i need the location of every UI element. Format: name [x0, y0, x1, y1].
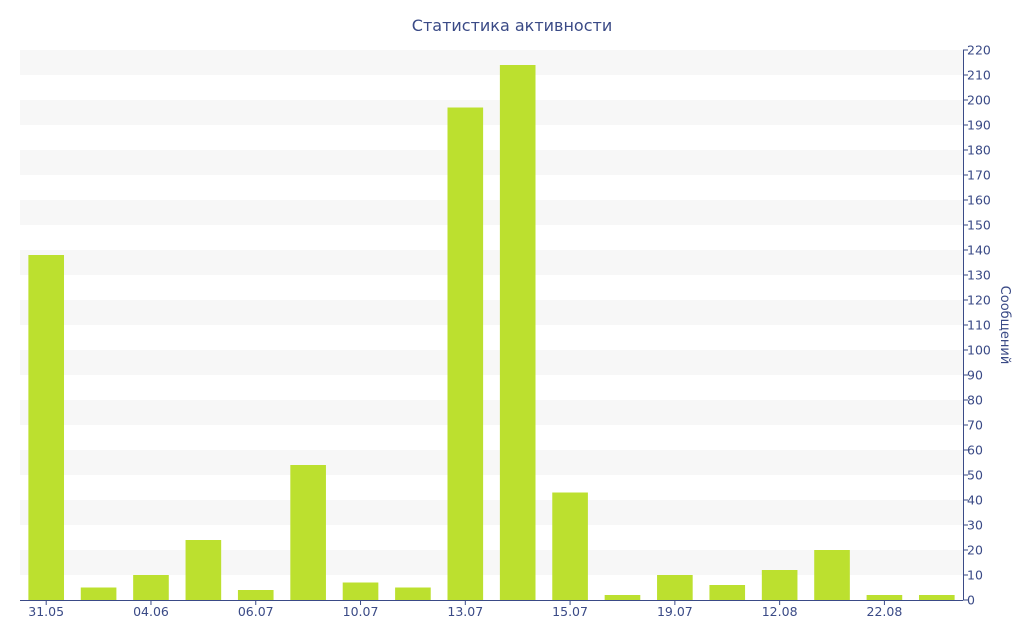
x-tick-label: 31.05 [28, 604, 64, 619]
x-tick-label: 04.06 [133, 604, 169, 619]
bar[interactable] [604, 595, 641, 600]
bar[interactable] [814, 550, 850, 600]
x-tick-label: 15.07 [552, 604, 588, 619]
x-tick-label: 12.08 [762, 604, 798, 619]
x-tick-label: 13.07 [447, 604, 483, 619]
y-tick-label: 140 [967, 243, 991, 258]
x-tick-label: 19.07 [657, 604, 693, 619]
y-tick-label: 120 [967, 293, 991, 308]
y-tick-label: 130 [967, 268, 991, 283]
y-tick-label: 40 [967, 493, 983, 508]
grid-band [20, 200, 963, 225]
y-tick-label: 190 [967, 118, 991, 133]
bar[interactable] [28, 255, 65, 600]
grid-band [20, 100, 963, 125]
bar[interactable] [761, 570, 798, 600]
y-tick-label: 30 [967, 518, 983, 533]
bar[interactable] [918, 595, 955, 600]
x-tick-label: 22.08 [867, 604, 903, 619]
grid-band [20, 350, 963, 375]
grid-band [20, 300, 963, 325]
bar[interactable] [395, 587, 431, 601]
grid-band [20, 50, 963, 75]
grid-band [20, 150, 963, 175]
y-tick-label: 70 [967, 418, 983, 433]
bar[interactable] [709, 585, 746, 600]
y-tick-label: 50 [967, 468, 983, 483]
y-tick-label: 60 [967, 443, 983, 458]
y-tick-label: 200 [967, 93, 991, 108]
bar[interactable] [185, 540, 222, 600]
grid-band [20, 550, 963, 575]
bar[interactable] [866, 595, 903, 600]
y-tick-label: 10 [967, 568, 983, 583]
grid-band [20, 250, 963, 275]
y-tick-labels: 0 10 20 30 40 50 60 70 80 90 100 110 120 130 140 150 160… [967, 43, 991, 608]
y-tick-label: 180 [967, 143, 991, 158]
y-tick-label: 160 [967, 193, 991, 208]
grid-band [20, 400, 963, 425]
y-tick-label: 80 [967, 393, 983, 408]
grid-band [20, 450, 963, 475]
grid-bands [20, 50, 963, 575]
bar[interactable] [80, 587, 117, 601]
axes [20, 49, 968, 605]
x-tick-labels: 31.05 04.06 06.07 10.07 13.07 15.07 19.07 12.08… [28, 604, 902, 619]
bar[interactable] [447, 107, 484, 601]
bars [28, 65, 955, 601]
y-tick-label: 110 [967, 318, 991, 333]
y-tick-label: 100 [967, 343, 991, 358]
x-tick-label: 10.07 [343, 604, 379, 619]
bar[interactable] [499, 65, 536, 600]
x-tick-label: 06.07 [238, 604, 274, 619]
chart-title: Статистика активности [411, 16, 613, 35]
y-tick-label: 220 [967, 43, 991, 58]
y-tick-label: 150 [967, 218, 991, 233]
bar[interactable] [133, 575, 169, 600]
bar[interactable] [237, 590, 274, 600]
y-tick-label: 0 [967, 593, 975, 608]
bar[interactable] [342, 582, 379, 601]
bar[interactable] [290, 465, 326, 600]
bar[interactable] [657, 575, 693, 600]
y-tick-label: 170 [967, 168, 991, 183]
y-axis-title: Сообщений [997, 286, 1012, 365]
y-tick-label: 20 [967, 543, 983, 558]
y-tick-label: 210 [967, 68, 991, 83]
bar[interactable] [552, 492, 588, 601]
grid-band [20, 500, 963, 525]
y-tick-label: 90 [967, 368, 983, 383]
